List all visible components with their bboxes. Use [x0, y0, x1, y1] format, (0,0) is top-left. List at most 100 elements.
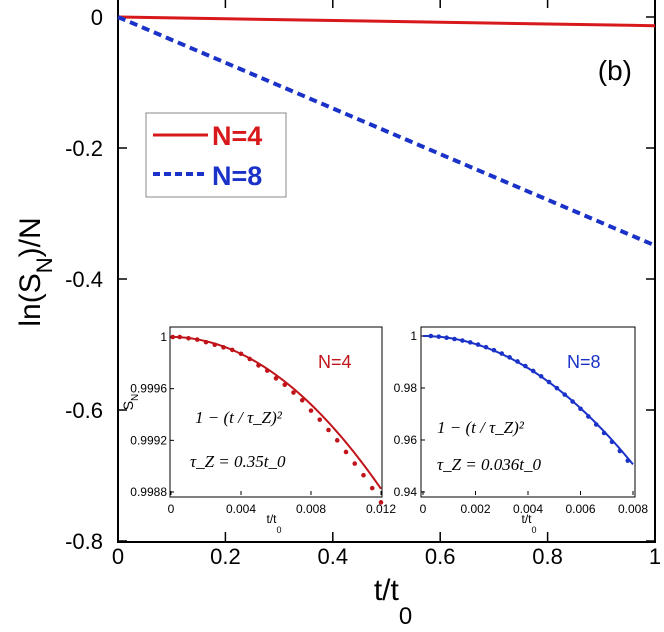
inset-left-annotation: N=4: [318, 352, 352, 372]
inset-data-point: [291, 390, 296, 395]
main-plot-frame: [117, 0, 656, 543]
inset-data-point: [177, 334, 183, 340]
inset-data-point: [229, 347, 235, 353]
inset-right-plot: 0 0.002 0.004 0.006 0.008 0.94 0.96 0.98 1: [394, 329, 649, 516]
inset-x-tick-label: 0.008: [296, 502, 326, 516]
x-tick-label: 0.8: [532, 544, 563, 569]
inset-data-point: [212, 342, 218, 348]
inset-data-point: [203, 339, 209, 345]
inset-data-point: [546, 379, 552, 385]
inset-y-tick-label: 1: [410, 329, 417, 343]
inset-data-point: [515, 359, 520, 364]
inset-right-formula: 1 − (t / τ_Z)²: [437, 418, 525, 437]
inset-data-point: [617, 448, 623, 454]
x-tick-label: 0.6: [425, 544, 456, 569]
inset-x-tick-label: 0.004: [513, 502, 543, 516]
inset-x-tick-label: 0.004: [226, 502, 256, 516]
y-axis-label-end: )/N: [14, 217, 47, 257]
inset-data-point: [273, 376, 279, 381]
inset-x-tick-label: 0.008: [618, 502, 648, 516]
inset-data-point: [361, 472, 366, 478]
inset-data-point: [428, 333, 434, 339]
x-tick-label: 0.4: [318, 544, 349, 569]
inset-data-point: [444, 335, 449, 340]
inset-y-tick-label: 0.98: [394, 381, 418, 395]
inset-left-formula: 1 − (t / τ_Z)²: [195, 408, 283, 427]
inset-data-point: [523, 363, 528, 369]
inset-x-tick-label: 0: [420, 502, 427, 516]
inset-right-x-label-sub: 0: [532, 525, 537, 535]
inset-data-point: [326, 427, 331, 433]
x-tick-label: 1: [649, 544, 661, 569]
inset-data-point: [299, 397, 305, 403]
y-axis-label-sub: N: [32, 257, 57, 273]
inset-data-point: [554, 385, 560, 391]
inset-data-point: [282, 382, 288, 388]
inset-data-point: [352, 461, 358, 466]
inset-x-tick-label: 0.002: [460, 502, 490, 516]
inset-data-point: [264, 368, 270, 373]
y-tick-label: 0: [91, 5, 103, 30]
inset-data-point: [538, 374, 544, 379]
legend-label-n8: N=8: [212, 161, 262, 191]
inset-data-point: [562, 392, 568, 397]
series-line-n8: [117, 15, 656, 248]
y-tick-label: -0.6: [65, 398, 103, 423]
inset-data-point: [483, 344, 489, 350]
inset-y-tick-label: 0.96: [394, 433, 418, 447]
inset-data-point: [475, 342, 481, 347]
inset-y-tick-label: 0.9996: [130, 382, 167, 396]
inset-data-point: [378, 500, 384, 505]
inset-left-tau: τ_Z = 0.35t_0: [190, 452, 286, 471]
inset-y-tick-label: 0.9988: [130, 485, 167, 499]
inset-x-tick-label: 0: [168, 502, 175, 516]
inset-data-point: [308, 408, 314, 413]
y-tick-label: -0.8: [65, 529, 103, 554]
inset-y-tick-label: 0.9992: [130, 433, 167, 447]
inset-data-point: [186, 335, 191, 341]
inset-data-point: [530, 368, 536, 374]
inset-data-point: [343, 449, 349, 455]
x-axis-label-sub: 0: [399, 603, 412, 630]
x-axis-label: t/t0: [374, 574, 412, 630]
inset-data-point: [238, 351, 244, 357]
inset-data-point: [221, 345, 226, 350]
inset-right: 0 0.002 0.004 0.006 0.008 0.94 0.96 0.98 1 N=8 1…: [394, 326, 649, 535]
legend: N=4 N=8: [145, 112, 287, 198]
y-axis-label-group: ln(SN)/N: [14, 217, 57, 326]
inset-data-point: [578, 406, 583, 412]
x-tick-label: 0.2: [210, 544, 241, 569]
inset-data-point: [460, 338, 465, 343]
inset-data-point: [499, 351, 505, 356]
inset-data-point: [467, 340, 473, 345]
inset-right-frame: [420, 326, 636, 498]
inset-left-frame: [169, 326, 383, 498]
inset-data-point: [194, 337, 200, 342]
inset-data-point: [317, 417, 323, 422]
inset-data-point: [452, 336, 457, 342]
inset-data-point: [586, 414, 591, 419]
inset-data-point: [334, 438, 340, 443]
inset-y-tick-label: 0.94: [394, 485, 418, 499]
inset-left-plot: 0 0.004 0.008 0.012 0.9988 0.9992 0.9996 1: [130, 330, 396, 516]
inset-right-annotation: N=8: [567, 352, 601, 372]
inset-right-tau: τ_Z = 0.036t_0: [437, 455, 541, 474]
inset-data-point: [609, 439, 615, 445]
inset-left-x-label: t/t0: [266, 512, 281, 535]
inset-left-x-label-sub: 0: [277, 525, 282, 535]
inset-data-point: [625, 458, 631, 463]
y-tick-label: -0.2: [65, 136, 103, 161]
inset-data-point: [601, 430, 607, 436]
legend-label-n4: N=4: [212, 121, 262, 151]
inset-right-x-label: t/t0: [521, 512, 536, 535]
legend-box: [145, 112, 287, 198]
inset-x-tick-label: 0.012: [366, 502, 396, 516]
inset-y-tick-label: 1: [160, 330, 167, 344]
inset-data-point: [593, 422, 599, 427]
series-line-n4: [117, 15, 656, 28]
inset-data-point: [570, 399, 575, 404]
y-tick-label: -0.4: [65, 267, 103, 292]
inset-data-point: [369, 485, 375, 491]
